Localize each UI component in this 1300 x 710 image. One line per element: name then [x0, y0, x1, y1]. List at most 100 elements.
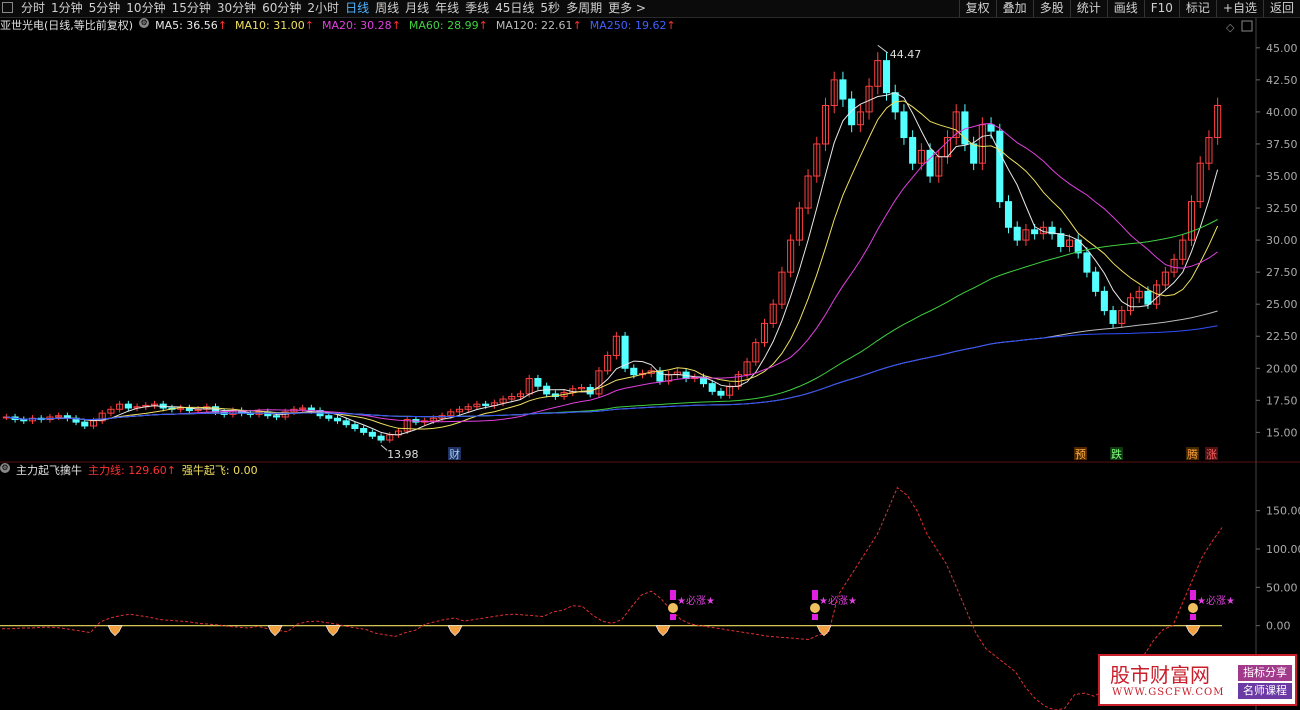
- candle-body-41: [360, 428, 368, 433]
- watermark-url: WWW.GSCFW.COM: [1112, 687, 1225, 698]
- ma-line-120: [6, 310, 1218, 421]
- period-tab-2[interactable]: 5分钟: [88, 1, 121, 15]
- ind-tick-label-3: 0.00: [1266, 620, 1291, 633]
- low-price-label: 13.98: [387, 448, 419, 461]
- candle-body-51: [447, 411, 455, 417]
- watermark-tag-share: 指标分享: [1238, 665, 1292, 681]
- main-force-line: [2, 486, 1223, 710]
- indicator-title-row: ⚙ 主力起飞擒牛 主力线: 129.60↑ 强牛起飞: 0.00: [0, 463, 258, 477]
- candle-body-103: [900, 111, 908, 139]
- candle-body-100: [874, 60, 882, 87]
- candle-body-90: [787, 239, 795, 273]
- action-button-0[interactable]: 复权: [958, 0, 996, 17]
- candle-body-43: [377, 435, 385, 441]
- price-tick-label-5: 32.50: [1266, 202, 1298, 215]
- stock-title: 亚世光电(日线,等比前复权): [0, 19, 134, 32]
- period-tab-1[interactable]: 1分钟: [51, 1, 83, 15]
- period-tab-8[interactable]: 日线: [345, 1, 370, 15]
- period-tab-13[interactable]: 45日线: [495, 1, 535, 15]
- candle-body-92: [804, 175, 812, 209]
- candle-body-95: [830, 79, 838, 107]
- action-button-8[interactable]: 返回: [1262, 0, 1300, 17]
- candle-body-112: [978, 124, 986, 164]
- candle-body-139: [1214, 105, 1222, 139]
- candle-body-54: [473, 403, 481, 408]
- settings-gear-icon[interactable]: ⚙: [139, 18, 150, 28]
- candle-body-58: [508, 395, 516, 400]
- period-tab-7[interactable]: 2小时: [307, 1, 340, 15]
- candle-body-88: [769, 303, 777, 324]
- period-tab-6[interactable]: 60分钟: [262, 1, 302, 15]
- candle-body-98: [856, 111, 864, 126]
- period-tab-14[interactable]: 5秒: [540, 1, 561, 15]
- candle-body-34: [299, 407, 307, 410]
- action-button-6[interactable]: 标记: [1178, 0, 1216, 17]
- period-tab-5[interactable]: 30分钟: [216, 1, 257, 15]
- layout-icon[interactable]: [2, 2, 13, 13]
- period-tab-16[interactable]: 更多 >: [608, 1, 646, 15]
- ma-line-5: [6, 92, 1219, 436]
- ma-line-250: [6, 325, 1218, 421]
- price-tick-label-12: 15.00: [1266, 426, 1298, 439]
- cai-badge-bg: [448, 447, 461, 460]
- indicator-name[interactable]: 主力起飞擒牛: [16, 464, 82, 477]
- candle-body-118: [1031, 229, 1039, 235]
- candle-body-11: [98, 412, 106, 422]
- candle-body-46: [403, 419, 411, 432]
- period-tab-4[interactable]: 15分钟: [171, 1, 211, 15]
- ma-legend-item-1: MA10: 31.00↑: [235, 19, 314, 32]
- action-button-5[interactable]: F10: [1143, 0, 1179, 17]
- action-button-3[interactable]: 统计: [1069, 0, 1107, 17]
- period-tab-3[interactable]: 10分钟: [126, 1, 166, 15]
- period-tab-9[interactable]: 周线: [375, 1, 400, 15]
- indicator-line2: 强牛起飞: 0.00: [181, 464, 258, 477]
- candle-body-120: [1048, 226, 1056, 235]
- candle-body-55: [482, 403, 490, 406]
- ma-line-10: [6, 100, 1219, 430]
- candle-body-40: [351, 424, 359, 430]
- low-leader: [380, 444, 388, 451]
- action-button-4[interactable]: 画线: [1106, 0, 1144, 17]
- period-tabs: 分时 1分钟 5分钟 10分钟 15分钟 30分钟 60分钟 2小时 日线 周线 月线 年线 季线 45日…: [18, 0, 649, 17]
- candle-body-44: [386, 434, 394, 441]
- panel-max-icon: [1241, 20, 1253, 32]
- bizhang-label-0: ★必涨★: [677, 594, 715, 607]
- ma-legend-item-4: MA120: 22.61↑: [495, 19, 582, 32]
- diamond-icon: ◇: [1226, 21, 1235, 34]
- yu-badge-bg: [1074, 447, 1087, 460]
- ind-tick-label-0: 150.00: [1266, 505, 1300, 518]
- candle-body-96: [839, 79, 847, 100]
- diamond-marker-icon-0: [107, 625, 123, 637]
- candle-body-9: [81, 421, 89, 427]
- period-tab-11[interactable]: 年线: [435, 1, 460, 15]
- ma-legend-item-0: MA5: 36.56↑: [155, 19, 228, 32]
- signal-bar-1: [812, 590, 818, 600]
- price-tick-label-1: 42.50: [1266, 74, 1298, 87]
- candle-body-111: [970, 143, 978, 164]
- action-buttons: 复权 叠加 多股 统计 画线 F10 标记 +自选 返回: [958, 0, 1300, 17]
- price-tick-label-8: 25.00: [1266, 298, 1298, 311]
- action-button-7[interactable]: +自选: [1215, 0, 1263, 17]
- action-button-2[interactable]: 多股: [1032, 0, 1070, 17]
- candle-body-116: [1013, 226, 1021, 241]
- candle-body-81: [708, 383, 716, 392]
- action-button-1[interactable]: 叠加: [995, 0, 1033, 17]
- candle-body-12: [107, 408, 115, 414]
- period-tab-0[interactable]: 分时: [21, 1, 46, 15]
- period-tab-12[interactable]: 季线: [465, 1, 490, 15]
- candle-body-70: [612, 335, 620, 356]
- candle-body-39: [342, 420, 350, 426]
- period-tab-10[interactable]: 月线: [405, 1, 430, 15]
- candle-body-127: [1109, 310, 1117, 324]
- zhang-badge: 涨: [1206, 448, 1217, 461]
- candle-body-61: [534, 378, 542, 387]
- candle-body-72: [630, 367, 638, 376]
- period-tab-15[interactable]: 多周期: [566, 1, 603, 15]
- high-leader: [877, 44, 889, 54]
- signal-bar-low-2: [1190, 614, 1196, 620]
- indicator-settings-gear-icon[interactable]: ⚙: [0, 463, 10, 473]
- candle-body-126: [1100, 290, 1108, 312]
- candle-body-52: [455, 408, 464, 413]
- candle-body-138: [1205, 137, 1213, 164]
